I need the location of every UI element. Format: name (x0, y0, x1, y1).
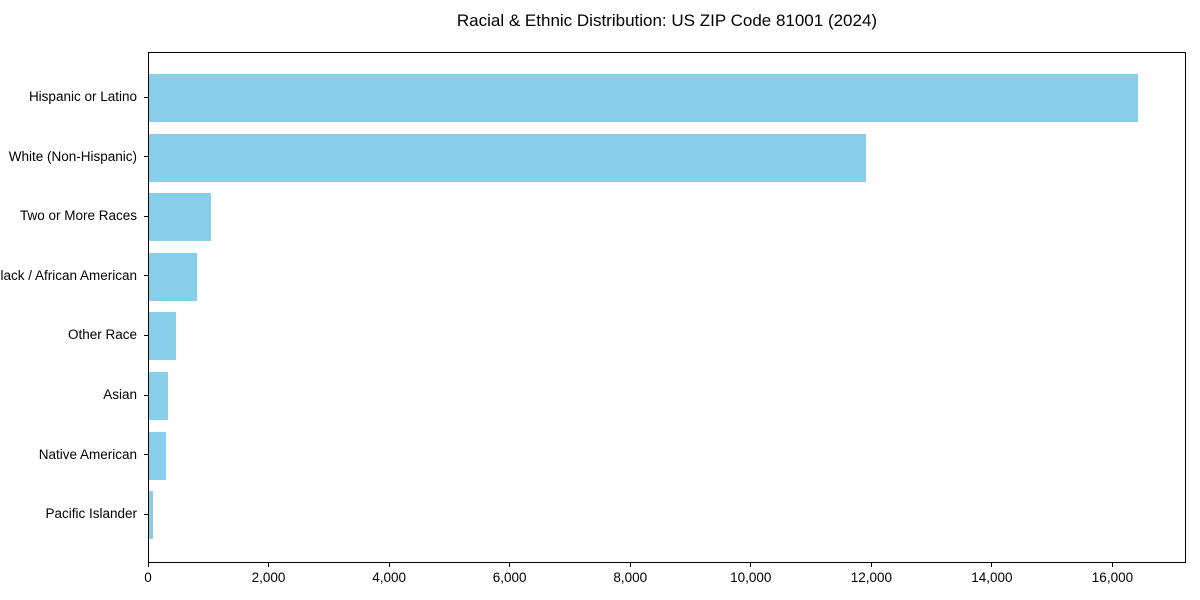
y-tick-mark (144, 215, 148, 217)
y-tick-label: Native American (38, 446, 137, 462)
x-tick-label: 4,000 (372, 570, 406, 585)
bar (149, 431, 166, 480)
y-tick-mark (144, 513, 148, 515)
y-tick-mark (144, 334, 148, 336)
x-tick-label: 12,000 (850, 570, 892, 585)
x-tick-label: 16,000 (1091, 570, 1134, 585)
x-tick-label: 0 (144, 570, 152, 585)
x-tick-label: 8,000 (613, 570, 648, 585)
x-tick-mark (509, 563, 511, 567)
x-tick-mark (268, 563, 270, 567)
chart-title: Racial & Ethnic Distribution: US ZIP Cod… (456, 11, 878, 30)
bar (149, 133, 867, 182)
bar (149, 193, 211, 242)
y-tick-label: Other Race (67, 327, 137, 343)
x-tick-label: 14,000 (971, 570, 1013, 585)
y-tick-label: Two or More Races (19, 208, 137, 224)
x-tick-mark (1111, 563, 1113, 567)
y-tick-mark (144, 394, 148, 396)
bar (149, 74, 1138, 122)
bar (149, 372, 169, 420)
y-tick-label: Hispanic or Latino (28, 89, 137, 104)
y-tick-mark (144, 454, 148, 456)
y-tick-label: White (Non-Hispanic) (8, 148, 137, 164)
x-tick-label: 10,000 (730, 570, 772, 585)
bar (149, 252, 198, 301)
x-tick-mark (388, 563, 390, 567)
bar (149, 312, 176, 361)
x-tick-mark (870, 563, 872, 567)
x-tick-label: 2,000 (251, 570, 286, 585)
y-tick-mark (144, 156, 148, 158)
y-tick-label: Black / African American (0, 267, 137, 283)
y-tick-mark (144, 275, 148, 277)
y-tick-label: Pacific Islander (45, 506, 137, 522)
y-tick-label: Asian (103, 387, 137, 402)
bar (149, 491, 153, 540)
x-tick-mark (147, 563, 149, 567)
plot-area (148, 52, 1186, 563)
x-tick-label: 6,000 (492, 570, 527, 585)
y-tick-mark (144, 96, 148, 98)
x-tick-mark (750, 563, 752, 567)
x-tick-mark (991, 563, 993, 567)
x-tick-mark (629, 563, 631, 567)
